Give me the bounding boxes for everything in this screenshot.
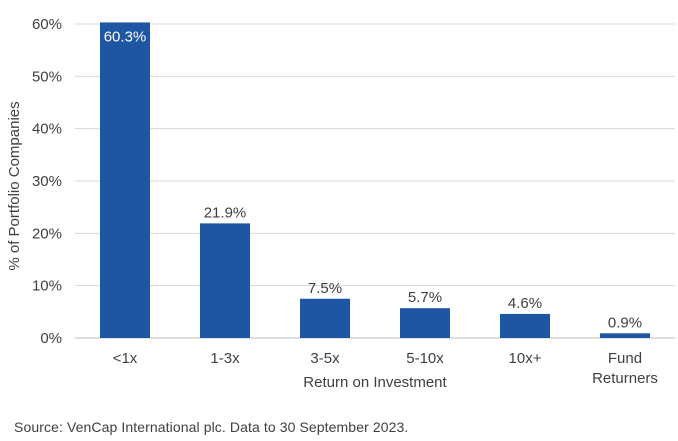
x-tick-label: 10x+ bbox=[509, 350, 542, 367]
x-axis-ticks: <1x 1-3x 3-5x 5-10x 10x+ Fund Returners bbox=[113, 350, 658, 387]
x-tick-label: <1x bbox=[113, 350, 138, 367]
y-tick-label: 50% bbox=[32, 68, 62, 85]
y-axis-ticks: 0% 10% 20% 30% 40% 50% 60% bbox=[32, 16, 62, 347]
data-label: 5.7% bbox=[408, 289, 442, 306]
data-label: 0.9% bbox=[608, 314, 642, 331]
bars bbox=[100, 22, 650, 339]
source-note: Source: VenCap International plc. Data t… bbox=[14, 419, 409, 435]
x-tick-label: 3-5x bbox=[310, 350, 340, 367]
x-tick-label: Fund bbox=[608, 350, 642, 367]
gridlines bbox=[75, 23, 675, 339]
data-label: 60.3% bbox=[104, 28, 147, 45]
bar bbox=[200, 223, 250, 338]
x-axis-title: Return on Investment bbox=[303, 374, 447, 391]
bar bbox=[300, 298, 350, 338]
x-tick-label: Returners bbox=[592, 370, 658, 387]
y-axis-title: % of Portfolio Companies bbox=[6, 101, 23, 270]
y-tick-label: 0% bbox=[40, 330, 62, 347]
data-labels: 60.3% 21.9% 7.5% 5.7% 4.6% 0.9% bbox=[104, 28, 642, 331]
y-tick-label: 40% bbox=[32, 121, 62, 138]
y-tick-label: 30% bbox=[32, 173, 62, 190]
bar bbox=[600, 333, 650, 338]
y-tick-label: 60% bbox=[32, 16, 62, 33]
data-label: 21.9% bbox=[204, 204, 247, 221]
bar bbox=[400, 308, 450, 338]
bar bbox=[100, 22, 150, 339]
x-tick-label: 1-3x bbox=[210, 350, 240, 367]
data-label: 4.6% bbox=[508, 295, 542, 312]
data-label: 7.5% bbox=[308, 280, 342, 297]
y-tick-label: 20% bbox=[32, 225, 62, 242]
x-tick-label: 5-10x bbox=[406, 350, 444, 367]
bar bbox=[500, 313, 550, 338]
y-tick-label: 10% bbox=[32, 278, 62, 295]
